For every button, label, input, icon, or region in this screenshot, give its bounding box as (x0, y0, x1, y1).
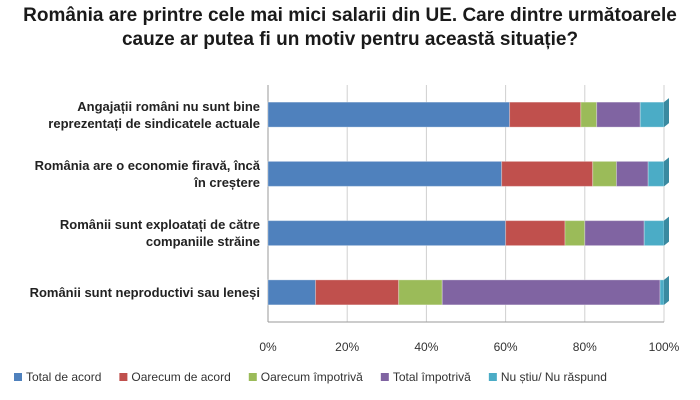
bar-segment (647, 160, 665, 187)
bar-segment (315, 279, 400, 306)
bar-segment (441, 279, 661, 306)
y-tick-label: Românii sunt exploatați de către compani… (59, 217, 260, 250)
bar-segment (267, 279, 317, 306)
bar-segment (643, 220, 665, 247)
legend-label: Total de acord (26, 370, 101, 384)
legend-swatch (380, 373, 389, 381)
legend-swatch (14, 373, 22, 381)
x-tick-label: 0% (259, 340, 277, 354)
bar-segment (267, 220, 507, 247)
legend-swatch (248, 373, 257, 381)
legend-label: Oarecum de acord (131, 370, 230, 384)
bar-segment (615, 160, 649, 187)
bar-segment (564, 220, 586, 247)
legend-swatch (119, 373, 128, 381)
bar-segment (659, 279, 665, 306)
bar-depth (664, 98, 669, 128)
bar-segment (501, 160, 594, 187)
bar-segment (639, 101, 665, 128)
x-tick-label: 80% (573, 340, 597, 354)
bar-segment (267, 101, 511, 128)
y-tick-label: Angajații români nu sunt bine reprezenta… (48, 98, 260, 131)
legend-swatch (488, 373, 497, 381)
y-tick-label: Românii sunt neproductivi sau leneși (29, 284, 260, 300)
bar-segment (592, 160, 617, 187)
bar-segment (267, 160, 503, 187)
legend-label: Total împotrivă (393, 370, 471, 384)
legend-label: Oarecum împotrivă (261, 370, 363, 384)
y-tick-label: România are o economie firavă, încă în c… (34, 157, 260, 190)
bar-segment (584, 220, 645, 247)
bar-depth (664, 216, 669, 246)
bar-segment (580, 101, 598, 128)
bar-segment (509, 101, 582, 128)
bar-segment (398, 279, 443, 306)
bar-segment (505, 220, 566, 247)
legend-label: Nu știu/ Nu răspund (501, 370, 607, 384)
x-tick-label: 20% (335, 340, 359, 354)
bar-depth (664, 275, 669, 305)
chart-title: România are printre cele mai mici salari… (23, 5, 677, 50)
bar-segment (596, 101, 641, 128)
x-tick-label: 40% (414, 340, 438, 354)
x-tick-label: 100% (649, 340, 680, 354)
x-tick-label: 60% (494, 340, 518, 354)
bar-depth (664, 157, 669, 187)
